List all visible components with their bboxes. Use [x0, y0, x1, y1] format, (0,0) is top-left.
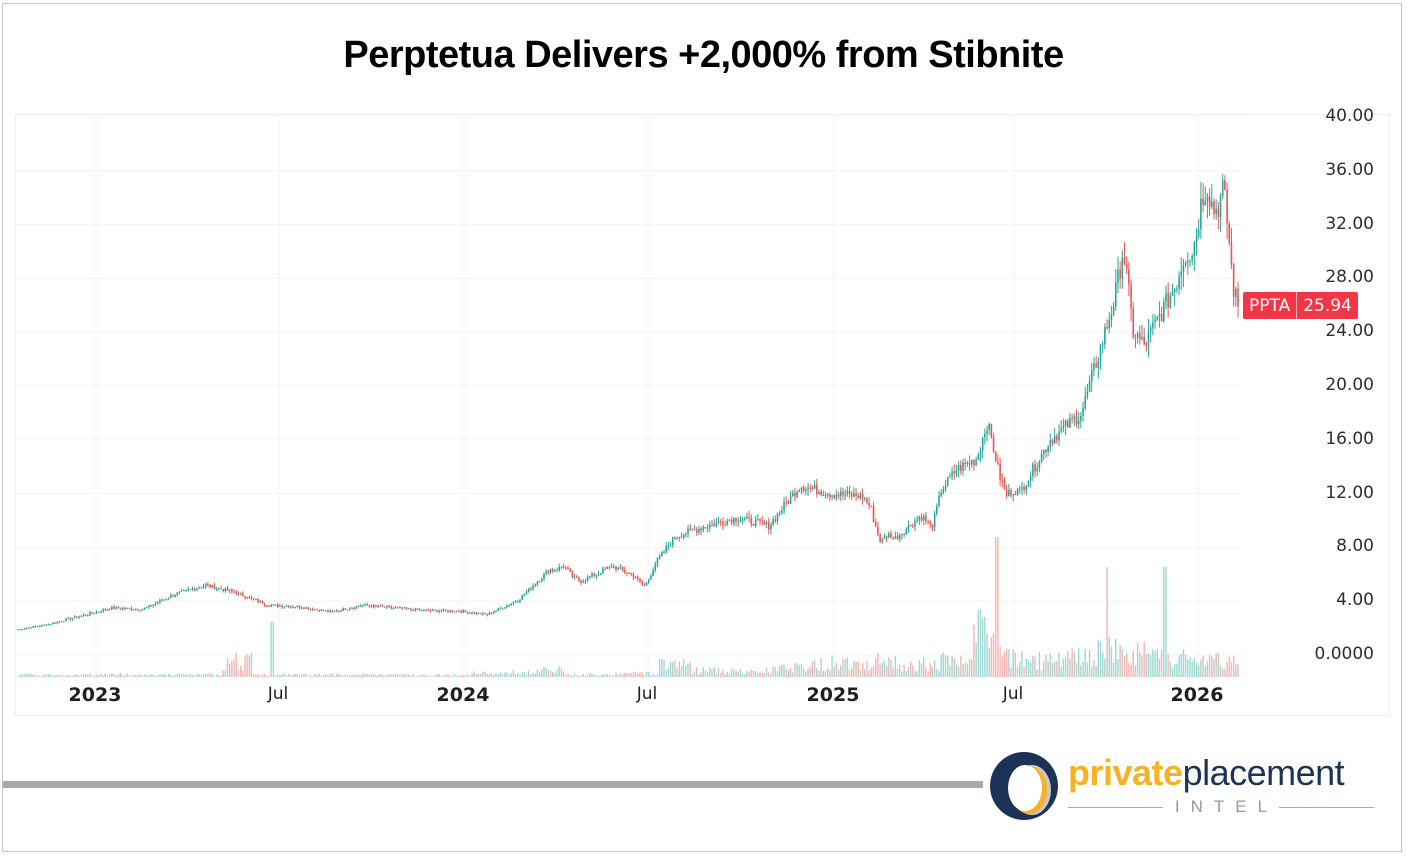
logo-circle-icon — [990, 752, 1058, 820]
brand-logo: privateplacement INTEL — [988, 748, 1388, 824]
y-tick-label: 4.00 — [1336, 590, 1374, 611]
y-tick-label: 8.00 — [1336, 536, 1374, 557]
last-price-label: PPTA 25.94 — [1243, 292, 1358, 319]
page-frame — [2, 3, 1402, 852]
price-label-symbol: PPTA — [1243, 292, 1298, 319]
chart-panel — [15, 114, 1390, 716]
logo-subtitle-text: INTEL — [1174, 797, 1279, 816]
logo-word-private: private — [1068, 752, 1183, 793]
y-tick-label: 16.00 — [1325, 428, 1374, 449]
logo-rule-right — [1279, 806, 1374, 808]
x-tick-label: 2024 — [436, 684, 490, 706]
y-tick-label: 20.00 — [1325, 375, 1374, 395]
chart-title: Perptetua Delivers +2,000% from Stibnite — [343, 34, 1064, 76]
x-tick-label: 2026 — [1170, 684, 1224, 706]
x-tick-label: Jul — [636, 684, 658, 704]
y-tick-label: 24.00 — [1325, 321, 1374, 342]
y-tick-label: 0.0000 — [1314, 644, 1374, 664]
y-tick-label: 28.00 — [1325, 267, 1374, 288]
candlestick-chart — [16, 115, 1241, 680]
logo-subtitle: INTEL — [1068, 796, 1374, 818]
logo-rule-left — [1068, 806, 1163, 808]
y-tick-label: 32.00 — [1325, 213, 1374, 234]
x-tick-label: Jul — [267, 684, 289, 704]
logo-wordmark: privateplacement — [1068, 752, 1345, 794]
x-tick-label: 2025 — [806, 684, 860, 706]
logo-word-placement: placement — [1182, 752, 1345, 793]
x-tick-label: Jul — [1002, 684, 1024, 704]
y-tick-label: 40.00 — [1325, 106, 1374, 126]
y-tick-label: 36.00 — [1325, 159, 1374, 180]
footer-divider — [3, 781, 983, 788]
x-tick-label: 2023 — [68, 684, 122, 706]
y-tick-label: 12.00 — [1325, 482, 1374, 503]
price-label-value: 25.94 — [1303, 295, 1352, 316]
